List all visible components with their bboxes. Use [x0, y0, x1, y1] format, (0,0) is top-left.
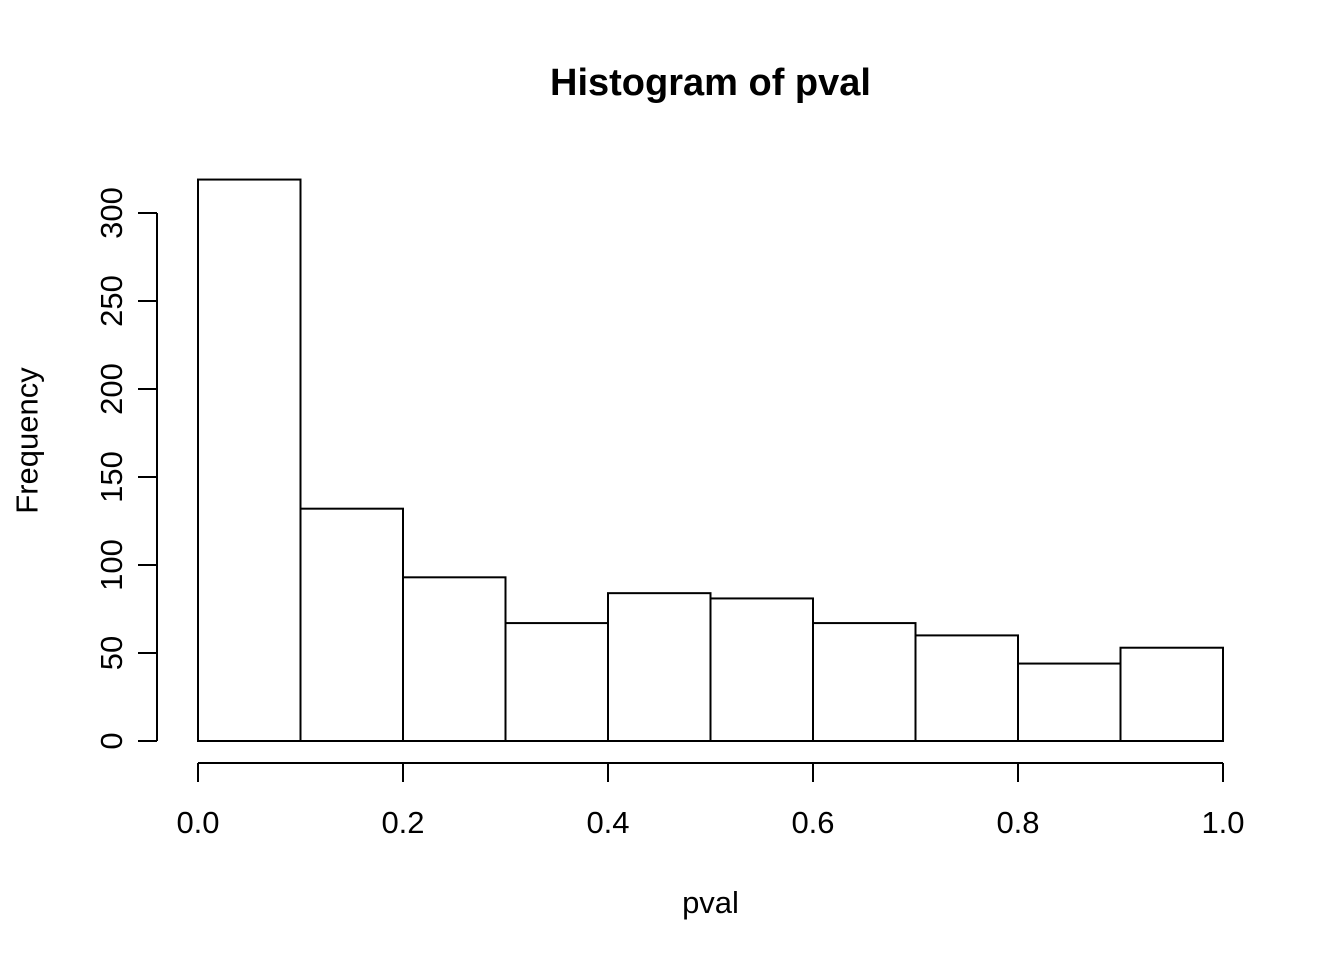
- x-tick-label: 1.0: [1201, 805, 1244, 840]
- y-tick-label: 100: [94, 539, 129, 591]
- y-tick-label: 200: [94, 363, 129, 415]
- y-tick-label: 300: [94, 187, 129, 239]
- x-tick-label: 0.2: [381, 805, 424, 840]
- histogram-bar: [299, 507, 404, 742]
- x-tick-label: 0.4: [586, 805, 629, 840]
- x-tick-label: 0.8: [996, 805, 1039, 840]
- histogram-bar: [607, 592, 712, 742]
- histogram-bar: [402, 576, 507, 742]
- chart-title: Histogram of pval: [550, 62, 871, 104]
- x-tick-label: 0.0: [176, 805, 219, 840]
- y-axis-label: Frequency: [9, 367, 45, 514]
- histogram-bar: [709, 597, 814, 742]
- y-tick-label: 50: [94, 636, 129, 670]
- histogram-bar: [504, 622, 609, 743]
- y-tick-label: 150: [94, 451, 129, 503]
- histogram-bar: [914, 634, 1019, 743]
- y-tick-label: 250: [94, 275, 129, 327]
- x-tick-label: 0.6: [791, 805, 834, 840]
- histogram-bar: [197, 178, 302, 742]
- histogram-bar: [812, 622, 917, 743]
- histogram-bar: [1017, 662, 1122, 742]
- x-axis-label: pval: [682, 885, 739, 920]
- histogram-bar: [1119, 646, 1224, 742]
- y-tick-label: 0: [94, 732, 129, 749]
